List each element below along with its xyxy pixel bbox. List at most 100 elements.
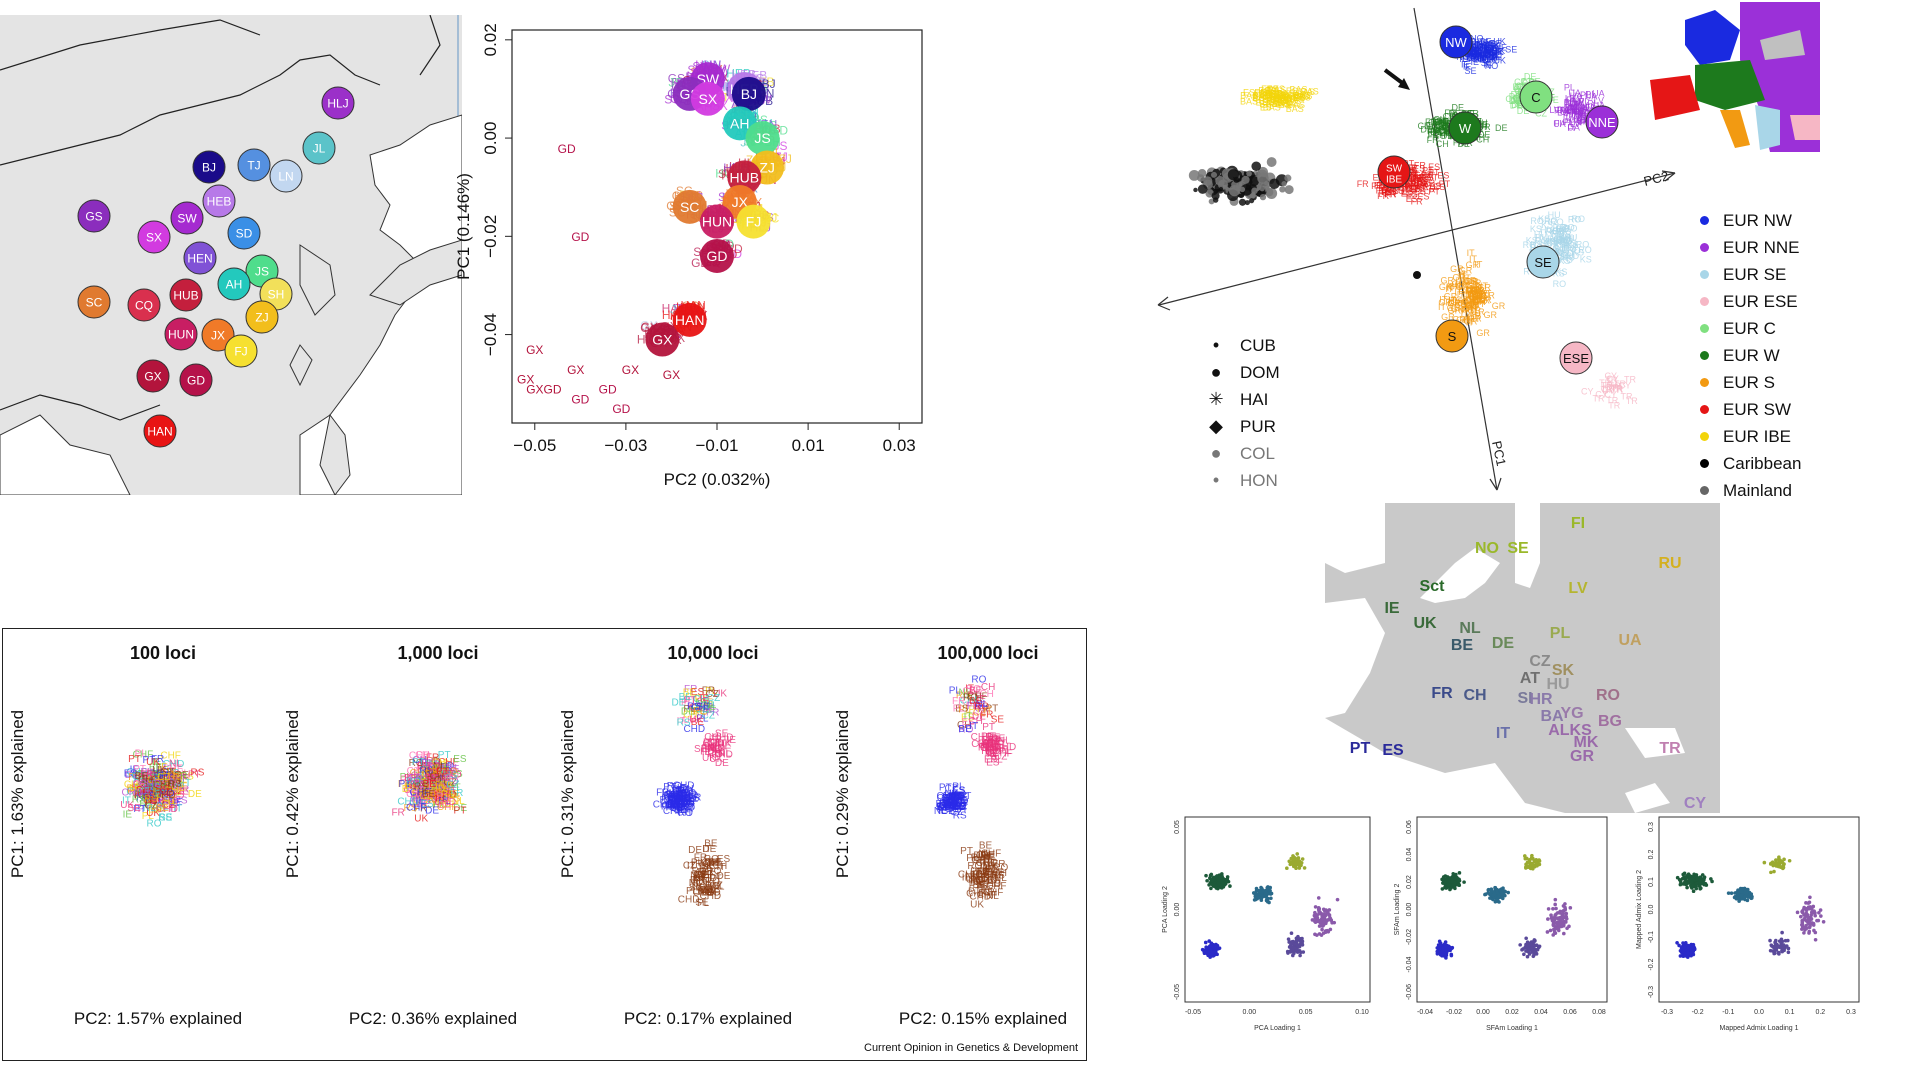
scatter-point: NO [1476,39,1490,49]
scatter-point [1497,893,1501,898]
scatter-point: CY [1619,381,1632,391]
scatter-point: PT [1376,180,1388,190]
province-label: HEN [187,252,212,266]
scatter-point: IE [711,884,721,895]
country-label-es: ES [1382,742,1404,759]
scatter-point: RO [681,793,696,804]
scatter-point: DE [681,707,695,718]
scatter-point: RS [944,793,958,804]
scatter-point: CH [1432,125,1445,135]
scatter-point [1437,946,1442,951]
scatter-point: ES [952,795,966,806]
scatter-point: NO [1463,52,1477,62]
scatter-point: UK [1465,46,1478,56]
scatter-point: ES [1260,87,1272,97]
scatter-point: CH [1443,117,1456,127]
scatter-point: BAS [1272,99,1290,109]
scatter-point: IT [1447,283,1456,293]
scatter-point: CZ [151,784,164,795]
scatter-point: CHF [977,890,998,901]
scatter-point [1220,872,1224,876]
scatter-point [1203,176,1213,186]
legend-swatch [1700,405,1709,414]
scatter-point [1208,873,1213,878]
province-circle [224,334,258,368]
scatter-point: PT [967,690,980,701]
border-line [0,54,381,166]
scatter-point [1568,906,1573,910]
scatter-point: PL [1573,110,1584,120]
province-marker-tj: TJ [237,148,271,182]
symbol-legend-item: ● DOM [1208,359,1328,386]
scatter-point: GR [1438,297,1452,307]
loci-panel-title: 1,000 loci [397,643,478,663]
scatter-point: IT [1462,304,1471,314]
scatter-point: HU [1556,232,1569,242]
scatter-point: GR [1465,285,1479,295]
loading-plot-2: -0.04 -0.02 0.00 0.02 0.04 0.06 0.080.060.040.… [1394,816,1608,1032]
scatter-point: RS [981,746,995,757]
scatter-point: UK [1485,51,1498,61]
scatter-point [1807,921,1811,926]
scatter-point: CHD [419,757,441,768]
scatter-point: IT [1477,299,1486,309]
scatter-point: UA [1592,88,1605,98]
scatter-point [1551,906,1555,911]
scatter-point: IE [1471,57,1480,67]
country-label-sct: Sct [1420,578,1446,595]
scatter-point [1564,911,1569,916]
scatter-point: CHF [147,780,168,791]
scatter-point: PT [968,704,981,715]
scatter-point: CH [1435,120,1448,130]
scatter-point: LV [1569,102,1579,112]
scatter-point: KS [1559,232,1571,242]
legend-swatch [1700,459,1709,468]
scatter-point: CHD [665,789,687,800]
scatter-point: PT [982,722,995,733]
cluster-circle [1519,80,1553,114]
country-label-yg: YG [1560,705,1583,722]
scatter-point: CZ [161,800,174,811]
scatter-point [1294,938,1299,943]
scatter-point: GR [1452,279,1466,289]
scatter-point: RS [449,769,463,780]
scatter-point: PT [437,786,450,797]
country-label-nl: NL [1459,620,1481,637]
scatter-point: UA [1565,97,1578,107]
y-tick-label: -0.02 [1406,929,1413,945]
scatter-point: PT [969,880,982,891]
scatter-point: NL [452,796,465,807]
scatter-point: CY [1605,371,1618,381]
scatter-point [1486,888,1491,892]
scatter-point: PT [978,743,991,754]
scatter-point: CHD [437,776,459,787]
scatter-point: PT [684,695,697,706]
scatter-point: PL [693,706,706,717]
scatter-point: CHD [414,774,436,785]
cluster-circle [1448,111,1482,145]
scatter-point: CY [1595,390,1608,400]
scatter-point: CHD [126,786,148,797]
scatter-point: CHF [432,792,453,803]
province-circle [202,184,236,218]
province-label: BJ [202,161,216,175]
scatter-point: PT [1424,171,1436,181]
scatter-point [1293,865,1298,869]
scatter-point: BE [149,768,163,779]
scatter-point: FR [143,791,156,802]
scatter-point [1804,906,1809,911]
scatter-point: PT [420,784,433,795]
scatter-point: CH [979,866,993,877]
scatter-point [1552,918,1557,922]
scatter-point [1691,883,1696,888]
scatter-point [1267,900,1271,905]
scatter-point: CHF [433,769,454,780]
scatter-point: NL [671,794,684,805]
plot-frame [1416,816,1608,1003]
scatter-point: PL [135,748,148,759]
scatter-point: NL [704,700,717,711]
china-pca-svg: −0.05 −0.03 −0.01 0.01 0.030.020.00−0.02−0.0… [454,23,923,489]
scatter-point: PL [944,797,957,808]
scatter-point: IE [1473,49,1482,59]
scatter-point: FR [1443,130,1455,140]
